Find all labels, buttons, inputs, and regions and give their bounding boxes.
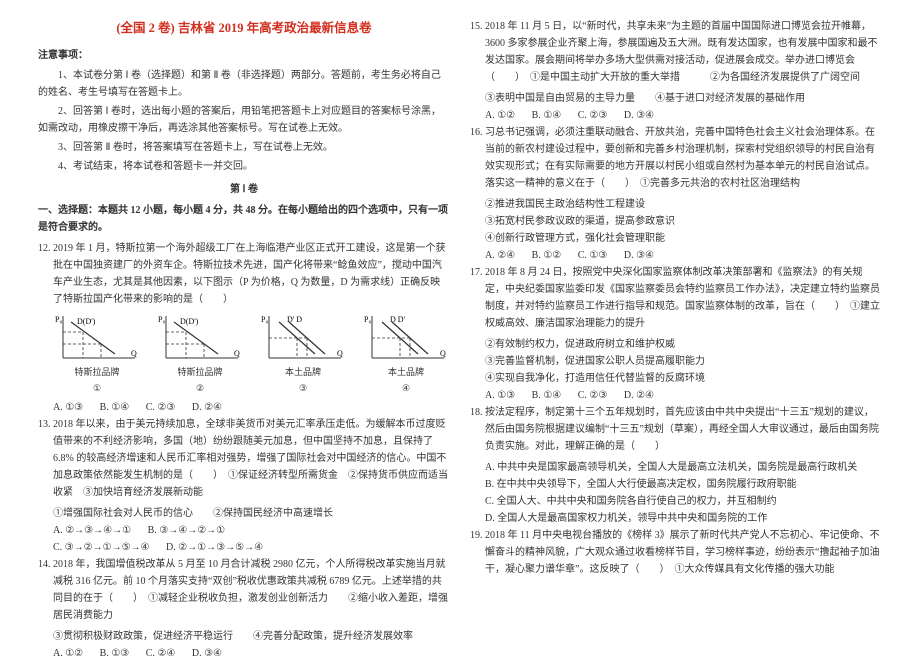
option: D. ②→①→③→⑤→④	[166, 539, 263, 556]
chart-1: P₀ Q D(D') 特斯拉品牌 ①	[53, 312, 141, 396]
svg-text:Q: Q	[337, 349, 343, 358]
option: D. ②④	[192, 399, 222, 416]
question-text: 16. 习总书记强调，必须注重联动融合、开放共治，完善中国特色社会主义社会治理体…	[470, 127, 875, 189]
question-text: 18. 按法定程序，制定第十三个五年规划时，首先应该由中共中央提出“十三五”规划…	[470, 407, 879, 452]
option: B. ①②	[532, 247, 562, 264]
question-text: 19. 2018 年 11 月中央电视台播放的《榜样 3》展示了新时代共产党人不…	[470, 530, 880, 575]
chart-4: P₀ Q D D' 本土品牌④	[362, 312, 450, 396]
section-1-label: 第 Ⅰ 卷	[38, 181, 450, 198]
chart-label: 特斯拉品牌	[74, 367, 119, 377]
svg-text:P₀: P₀	[364, 315, 371, 324]
question-text: 15. 2018 年 11 月 5 日，以“新时代，共享未来”为主题的首届中国国…	[470, 21, 878, 83]
svg-text:Q: Q	[131, 349, 137, 358]
q18-opt: D. 全国人大是最高国家权力机关，领导中共中央和国务院的工作	[470, 510, 882, 527]
q15-options: A. ①② B. ①④ C. ②③ D. ③④	[470, 107, 882, 124]
option: C. ②④	[146, 645, 176, 662]
option: B. ①④	[100, 399, 130, 416]
question-12: 12. 2019 年 1 月，特斯拉第一个海外超级工厂在上海临港产业区正式开工建…	[38, 240, 450, 308]
notice-item: 3、回答第 Ⅱ 卷时，将答案填写在答题卡上，写在试卷上无效。	[38, 139, 450, 156]
q16-sub: ②推进我国民主政治结构性工程建设	[470, 196, 882, 213]
q14-sub: ③贯彻积极财政政策，促进经济平稳运行 ④完善分配政策，提升经济发展效率	[38, 628, 450, 645]
option: B. ①④	[532, 107, 562, 124]
question-text: 14. 2018 年，我国增值税改革从 5 月至 10 月合计减税 2980 亿…	[38, 559, 448, 621]
q12-charts: P₀ Q D(D') 特斯拉品牌 ① P₀ Q D(D')	[38, 312, 450, 396]
q14-options: A. ①② B. ①③ C. ②④ D. ③④	[38, 645, 450, 662]
q18-opt: B. 在中共中央领导下，全国人大行使最高决定权，国务院履行政府职能	[470, 476, 882, 493]
question-text: 12. 2019 年 1 月，特斯拉第一个海外超级工厂在上海临港产业区正式开工建…	[38, 243, 446, 305]
notice-item: 1、本试卷分第 Ⅰ 卷（选择题）和第 Ⅱ 卷（非选择题）两部分。答题前，考生务必…	[38, 67, 450, 101]
option: D. ③④	[192, 645, 222, 662]
option: D. ③④	[624, 107, 654, 124]
q17-sub: ③完善监督机制，促进国家公职人员提高履职能力	[470, 353, 882, 370]
svg-text:D(D'): D(D')	[77, 317, 96, 326]
option: B. ①④	[532, 387, 562, 404]
chart-label: 本土品牌	[388, 367, 424, 377]
q12-options: A. ①③ B. ①④ C. ②③ D. ②④	[38, 399, 450, 416]
q17-sub: ④实现自我净化，打造用信任代替监督的反腐环境	[470, 370, 882, 387]
q16-sub: ③拓宽村民参政议政的渠道，提高参政意识	[470, 213, 882, 230]
option: C. ③→②→①→⑤→④	[53, 539, 150, 556]
selection-heading: 一、选择题：本题共 12 小题，每小题 4 分，共 48 分。在每小题给出的四个…	[38, 202, 450, 236]
option: A. ①③	[485, 387, 515, 404]
question-text: 17. 2018 年 8 月 24 日，按照党中央深化国家监察体制改革决策部署和…	[470, 267, 880, 329]
q17-sub: ②有效制约权力，促进政府树立和维护权威	[470, 336, 882, 353]
option: C. ②③	[578, 387, 608, 404]
option: B. ①③	[100, 645, 130, 662]
notice-heading: 注意事项：	[38, 47, 450, 64]
option: A. ①②	[53, 645, 83, 662]
option: C. ①③	[578, 247, 608, 264]
question-17: 17. 2018 年 8 月 24 日，按照党中央深化国家监察体制改革决策部署和…	[470, 264, 882, 332]
left-column: (全国 2 卷) 吉林省 2019 年高考政治最新信息卷 注意事项： 1、本试卷…	[28, 18, 460, 633]
question-19: 19. 2018 年 11 月中央电视台播放的《榜样 3》展示了新时代共产党人不…	[470, 527, 882, 578]
svg-text:P₀: P₀	[158, 315, 165, 324]
question-text: 13. 2018 年以来，由于美元持续加息，全球非美货币对美元汇率承压走低。为缓…	[38, 419, 448, 498]
q16-options: A. ②④ B. ①② C. ①③ D. ③④	[470, 247, 882, 264]
q13-options-2: C. ③→②→①→⑤→④ D. ②→①→③→⑤→④	[38, 539, 450, 556]
question-15: 15. 2018 年 11 月 5 日，以“新时代，共享未来”为主题的首届中国国…	[470, 18, 882, 86]
chart-3: P₀ Q D' D 本土品牌③	[259, 312, 347, 396]
svg-text:Q: Q	[234, 349, 240, 358]
option: B. ③→④→②→①	[148, 522, 226, 539]
option: A. ①③	[53, 399, 83, 416]
question-16: 16. 习总书记强调，必须注重联动融合、开放共治，完善中国特色社会主义社会治理体…	[470, 124, 882, 192]
exam-title: (全国 2 卷) 吉林省 2019 年高考政治最新信息卷	[38, 18, 450, 39]
option: D. ③④	[624, 247, 654, 264]
option: C. ②③	[578, 107, 608, 124]
option: D. ②④	[624, 387, 654, 404]
chart-num: ③	[299, 383, 307, 393]
chart-2: P₀ Q D(D') 特斯拉品牌 ②	[156, 312, 244, 396]
q18-opt: C. 全国人大、中共中央和国务院各自行使自己的权力，并互相制约	[470, 493, 882, 510]
q13-sub: ①增强国际社会对人民币的信心 ②保持国民经济中高速增长	[38, 505, 450, 522]
notice-block: 1、本试卷分第 Ⅰ 卷（选择题）和第 Ⅱ 卷（非选择题）两部分。答题前，考生务必…	[38, 67, 450, 175]
svg-text:P₀: P₀	[55, 315, 62, 324]
right-column: 15. 2018 年 11 月 5 日，以“新时代，共享未来”为主题的首届中国国…	[460, 18, 892, 633]
question-13: 13. 2018 年以来，由于美元持续加息，全球非美货币对美元汇率承压走低。为缓…	[38, 416, 450, 501]
q18-opt: A. 中共中央是国家最高领导机关，全国人大是最高立法机关，国务院是最高行政机关	[470, 459, 882, 476]
option: A. ②→③→④→①	[53, 522, 131, 539]
chart-num: ④	[402, 383, 410, 393]
question-18: 18. 按法定程序，制定第十三个五年规划时，首先应该由中共中央提出“十三五”规划…	[470, 404, 882, 455]
chart-num: ①	[93, 383, 101, 393]
option: A. ①②	[485, 107, 515, 124]
svg-text:P₀: P₀	[261, 315, 268, 324]
notice-item: 4、考试结束，将本试卷和答题卡一并交回。	[38, 158, 450, 175]
chart-label: 特斯拉品牌	[177, 367, 222, 377]
option: C. ②③	[146, 399, 176, 416]
q16-sub: ④创新行政管理方式，强化社会管理职能	[470, 230, 882, 247]
chart-num: ②	[196, 383, 204, 393]
svg-text:D(D'): D(D')	[180, 317, 199, 326]
option: A. ②④	[485, 247, 515, 264]
q15-sub: ③表明中国是自由贸易的主导力量 ④基于进口对经济发展的基础作用	[470, 90, 882, 107]
q13-options: A. ②→③→④→① B. ③→④→②→①	[38, 522, 450, 539]
q17-options: A. ①③ B. ①④ C. ②③ D. ②④	[470, 387, 882, 404]
chart-label: 本土品牌	[285, 367, 321, 377]
notice-item: 2、回答第 Ⅰ 卷时，选出每小题的答案后，用铅笔把答题卡上对应题目的答案标号涂黑…	[38, 103, 450, 137]
svg-text:Q: Q	[440, 349, 446, 358]
question-14: 14. 2018 年，我国增值税改革从 5 月至 10 月合计减税 2980 亿…	[38, 556, 450, 624]
